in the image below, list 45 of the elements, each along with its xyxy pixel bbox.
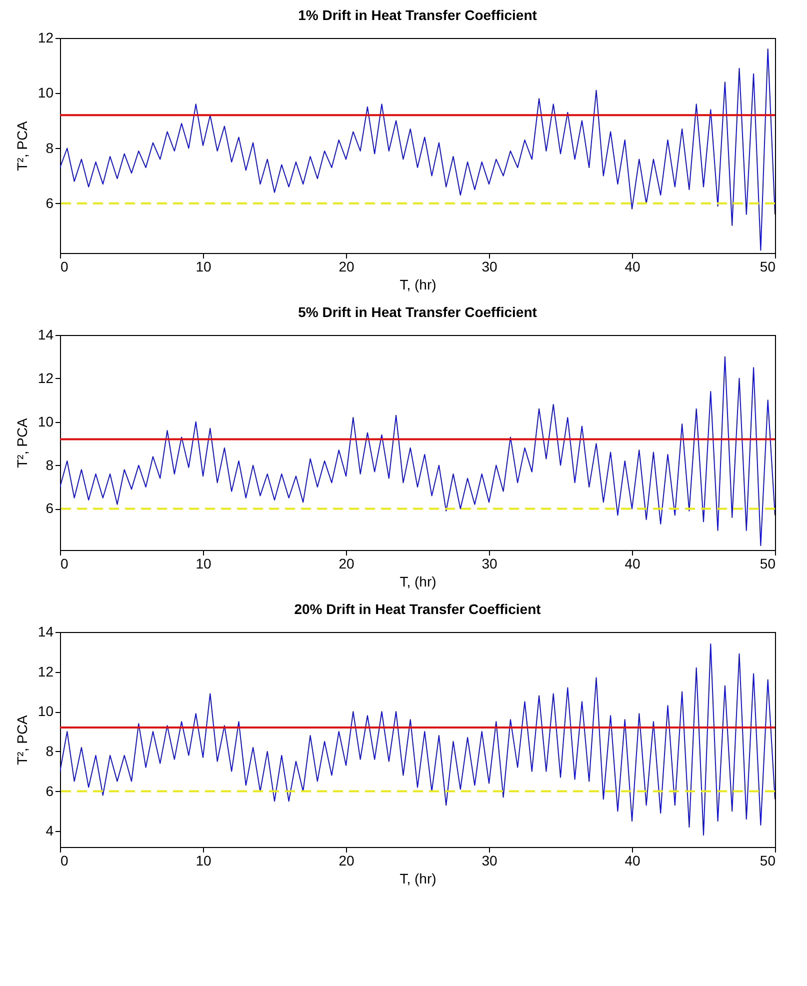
chart-title: 20% Drift in Heat Transfer Coefficient <box>294 601 542 617</box>
y-tick-label: 14 <box>38 326 54 342</box>
y-tick-label: 6 <box>46 500 54 516</box>
x-axis-title: T, (hr) <box>400 870 436 886</box>
x-tick-label: 20 <box>338 556 354 572</box>
y-axis-title: T², PCA <box>14 120 30 171</box>
x-tick-label: 30 <box>482 852 498 868</box>
x-tick-label: 0 <box>60 258 68 274</box>
y-tick-label: 8 <box>46 456 54 473</box>
x-tick-label: 40 <box>624 852 640 868</box>
y-tick-label: 12 <box>38 30 54 46</box>
x-tick-label: 10 <box>196 258 212 274</box>
y-tick-label: 8 <box>46 742 54 759</box>
y-tick-label: 14 <box>38 624 54 640</box>
y-tick-label: 4 <box>46 822 54 839</box>
x-tick-label: 40 <box>624 258 640 274</box>
x-tick-label: 0 <box>60 556 68 572</box>
x-tick-label: 10 <box>196 852 212 868</box>
x-tick-label: 30 <box>482 258 498 274</box>
y-tick-label: 8 <box>46 140 54 156</box>
x-tick-label: 50 <box>760 258 776 274</box>
line-series <box>60 643 775 836</box>
y-tick-label: 10 <box>38 703 54 720</box>
x-tick-label: 40 <box>624 556 640 572</box>
y-tick-label: 10 <box>38 413 54 430</box>
x-axis-title: T, (hr) <box>400 276 436 292</box>
chart-title: 5% Drift in Heat Transfer Coefficient <box>298 304 538 320</box>
x-tick-label: 50 <box>760 556 776 572</box>
chart-title: 1% Drift in Heat Transfer Coefficient <box>298 7 538 23</box>
y-tick-label: 12 <box>38 663 54 680</box>
y-tick-label: 12 <box>38 370 54 386</box>
x-tick-label: 10 <box>196 556 212 572</box>
y-tick-label: 10 <box>38 84 54 101</box>
x-tick-label: 20 <box>338 258 354 274</box>
x-tick-label: 20 <box>338 852 354 868</box>
x-tick-label: 0 <box>60 852 68 868</box>
y-tick-label: 6 <box>46 782 54 799</box>
line-series <box>60 48 775 251</box>
y-tick-label: 6 <box>46 194 54 211</box>
line-series <box>60 356 775 546</box>
x-tick-label: 50 <box>760 852 776 868</box>
x-tick-label: 30 <box>482 556 498 572</box>
x-axis-title: T, (hr) <box>400 574 436 590</box>
y-axis-title: T², PCA <box>14 714 30 765</box>
y-axis-title: T², PCA <box>14 417 30 468</box>
